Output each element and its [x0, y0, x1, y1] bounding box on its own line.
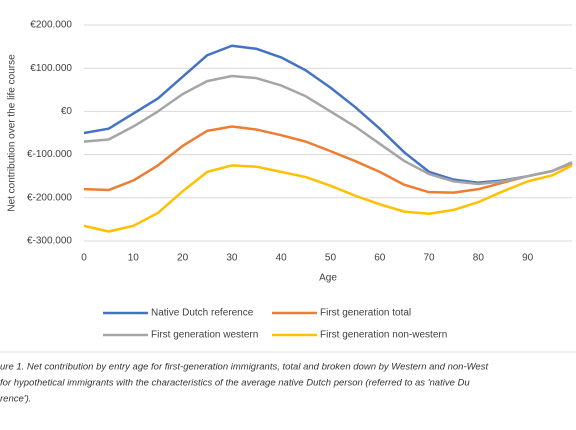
y-tick-label: €200.000	[30, 20, 72, 31]
x-tick-label: 50	[325, 253, 337, 264]
x-tick-label: 0	[81, 253, 87, 264]
x-tick-label: 70	[423, 253, 435, 264]
series-line	[83, 44, 573, 184]
legend-label: First generation non-western	[320, 330, 447, 341]
caption: rence').	[0, 394, 31, 405]
y-tick-label: €-300.000	[27, 236, 72, 247]
caption: for hypothetical immigrants with the cha…	[0, 378, 470, 389]
y-tick-label: €100.000	[30, 63, 72, 74]
x-tick-label: 90	[522, 253, 534, 264]
y-tick-label: €0	[61, 106, 73, 117]
caption: ure 1. Net contribution by entry age for…	[0, 362, 488, 373]
x-tick-label: 60	[374, 253, 386, 264]
legend-label: First generation total	[320, 308, 411, 319]
y-tick-label: €-200.000	[27, 192, 72, 203]
x-tick-label: 40	[276, 253, 288, 264]
x-tick-label: 10	[128, 253, 140, 264]
legend-label: Native Dutch reference	[151, 308, 254, 319]
series-line	[83, 74, 573, 186]
legend-label: First generation western	[151, 330, 258, 341]
series-line	[83, 164, 573, 233]
x-tick-label: 20	[177, 253, 189, 264]
x-axis-label: Age	[319, 273, 337, 284]
series-line	[83, 125, 573, 194]
y-tick-label: €-100.000	[27, 149, 72, 160]
x-tick-label: 30	[226, 253, 238, 264]
y-axis-label: Net contribution over the life course	[7, 54, 18, 212]
x-tick-label: 80	[473, 253, 485, 264]
